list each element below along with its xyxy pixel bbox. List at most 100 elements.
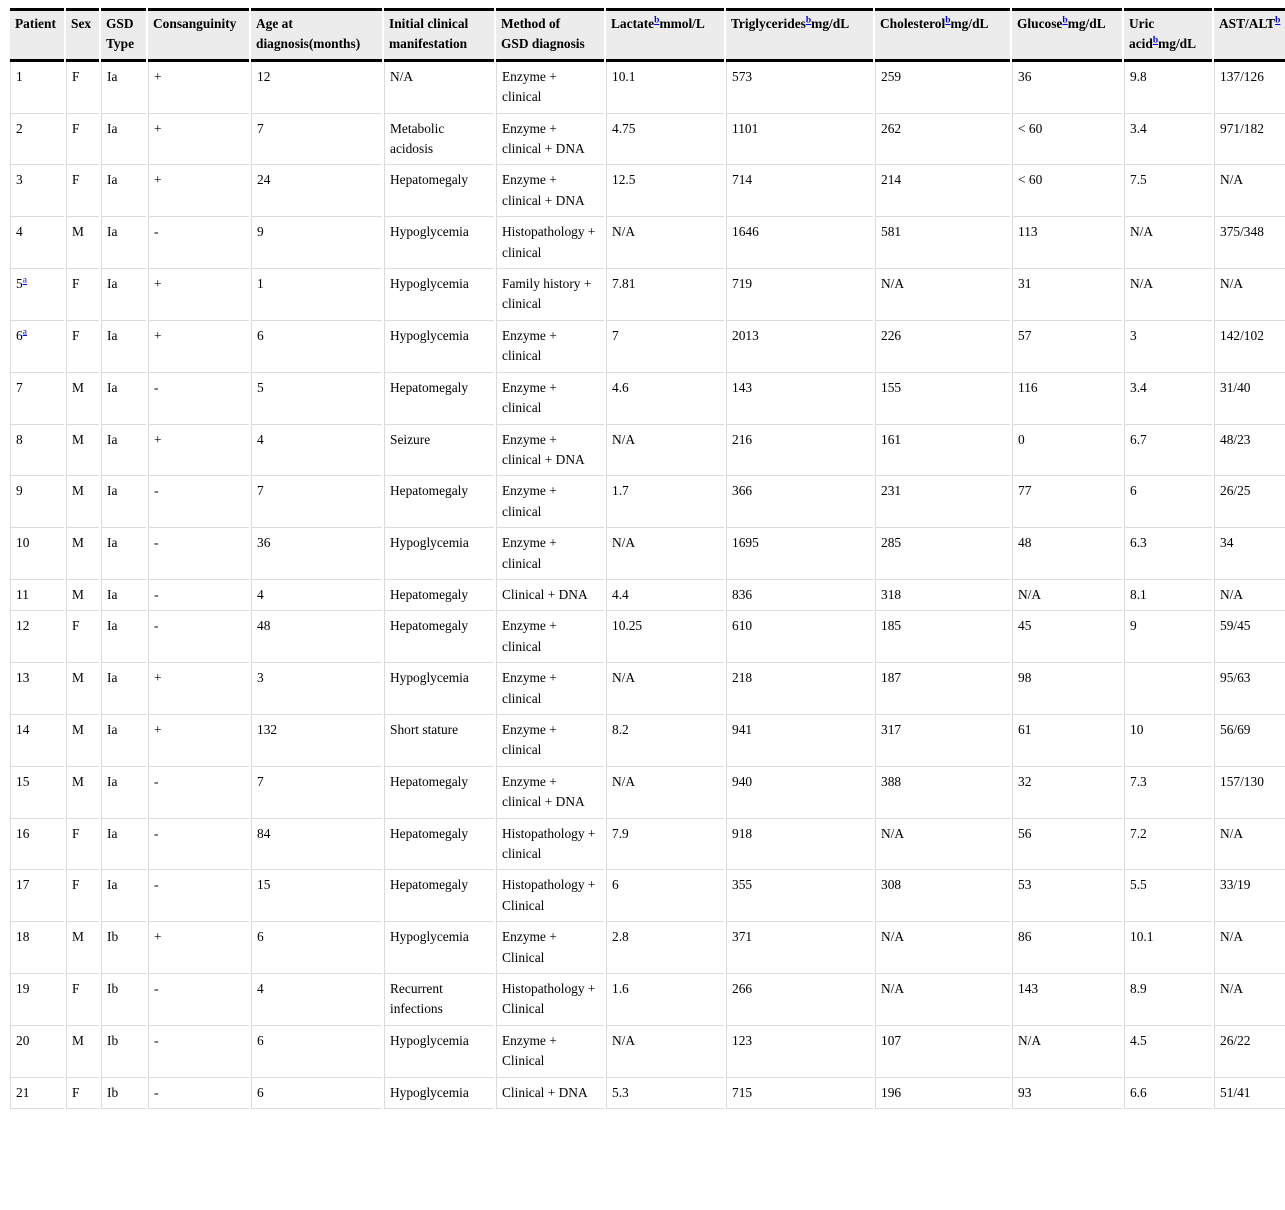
table-cell: N/A [384, 61, 494, 114]
table-cell: N/A [875, 922, 1010, 975]
footnote-link-a[interactable]: a [22, 327, 27, 338]
footnote-link-b[interactable]: b [1275, 15, 1281, 26]
table-cell: Enzyme + clinical [496, 663, 604, 715]
table-cell: 143 [1012, 974, 1122, 1026]
table-row: 18 M Ib +6 Hypoglycemia Enzyme + Clinical 2.8 3… [10, 922, 1285, 975]
table-cell: N/A [1214, 922, 1285, 975]
table-cell: Hypoglycemia [384, 528, 494, 580]
table-cell: 36 [251, 528, 382, 580]
table-cell: 157/130 [1214, 766, 1285, 819]
table-cell: 3 [251, 663, 382, 715]
table-cell: 95/63 [1214, 663, 1285, 715]
table-cell: N/A [606, 766, 724, 819]
table-cell: Hepatomegaly [384, 476, 494, 529]
table-cell: 2013 [726, 320, 873, 373]
table-row: 12 F Ia -48 Hepatomegaly Enzyme + clinical 10.… [10, 611, 1285, 664]
table-cell: 56 [1012, 818, 1122, 871]
patient-id-cell: 19 [10, 974, 64, 1026]
header-text: diagnosis(months) [256, 36, 361, 52]
table-cell: 155 [875, 372, 1010, 425]
table-cell: 98 [1012, 663, 1122, 715]
footnote-link-a[interactable]: a [22, 275, 27, 286]
table-cell: 10.25 [606, 611, 724, 664]
table-cell: 266 [726, 974, 873, 1026]
table-cell: 6 [606, 870, 724, 923]
table-cell: 4.6 [606, 372, 724, 425]
table-cell: 2.8 [606, 922, 724, 975]
table-cell: 7.9 [606, 818, 724, 871]
table-cell: - [148, 766, 249, 819]
patient-number: 12 [16, 618, 30, 634]
header-text: Sex [71, 16, 92, 31]
footnote-link-b[interactable]: b [805, 15, 812, 26]
table-cell: N/A [1012, 1025, 1122, 1078]
table-cell: Ia [101, 217, 146, 270]
table-cell: F [66, 870, 99, 923]
table-cell: - [148, 476, 249, 529]
table-cell: Ib [101, 1025, 146, 1078]
patient-number: 1 [16, 68, 23, 84]
table-cell: 214 [875, 165, 1010, 218]
column-header: Uric acidbmg/dL [1124, 8, 1212, 62]
table-row: 7 M Ia -5 Hepatomegaly Enzyme + clinical 4.6 14… [10, 372, 1285, 425]
table-cell: Enzyme + clinical [496, 61, 604, 114]
footnote-link-b[interactable]: b [945, 15, 951, 26]
table-cell: 7 [251, 766, 382, 819]
table-cell: 12.5 [606, 165, 724, 218]
column-header: Sex [66, 8, 99, 62]
patient-id-cell: 12 [10, 611, 64, 664]
table-cell: 5 [251, 372, 382, 425]
table-cell: 143 [726, 372, 873, 425]
table-cell: 581 [875, 217, 1010, 270]
table-cell: 6 [251, 1025, 382, 1078]
patient-number: 15 [16, 773, 30, 789]
table-cell: 48 [251, 611, 382, 664]
footnote-link-b[interactable]: b [654, 15, 660, 26]
header-text: Uric [1129, 16, 1155, 31]
table-cell: M [66, 217, 99, 270]
table-cell: 4 [251, 579, 382, 612]
header-text: Type [106, 36, 135, 52]
patient-id-cell: 9 [10, 476, 64, 529]
table-cell: Enzyme + clinical [496, 714, 604, 767]
table-cell: Enzyme + clinical + DNA [496, 165, 604, 218]
table-cell: 161 [875, 424, 1010, 477]
table-cell: 216 [726, 424, 873, 477]
table-cell: F [66, 818, 99, 871]
table-cell: 941 [726, 714, 873, 767]
table-cell: - [148, 1025, 249, 1078]
table-cell: Family history + clinical [496, 269, 604, 321]
footnote-link-b[interactable]: b [1152, 35, 1159, 46]
table-cell: 8.2 [606, 714, 724, 767]
table-cell: + [148, 61, 249, 114]
table-cell: Hepatomegaly [384, 579, 494, 612]
patient-id-cell: 10 [10, 528, 64, 580]
table-cell: 918 [726, 818, 873, 871]
table-cell: Hypoglycemia [384, 269, 494, 321]
table-cell: Recurrent infections [384, 974, 494, 1026]
table-cell: 24 [251, 165, 382, 218]
table-cell: N/A [606, 663, 724, 715]
table-row: 2 F Ia +7 Metabolic acidosis Enzyme + clinica… [10, 113, 1285, 166]
patient-number: 10 [16, 535, 30, 551]
table-cell: 940 [726, 766, 873, 819]
table-cell: F [66, 974, 99, 1026]
patient-number: 4 [16, 224, 23, 240]
column-header: Glucosebmg/dL [1012, 8, 1122, 62]
table-cell: F [66, 1077, 99, 1110]
header-text: Method of [501, 16, 561, 31]
table-cell: 1.7 [606, 476, 724, 529]
table-cell: 714 [726, 165, 873, 218]
table-cell: Ia [101, 476, 146, 529]
table-cell: N/A [1124, 217, 1212, 270]
table-cell: Ia [101, 663, 146, 715]
table-cell: 218 [726, 663, 873, 715]
table-cell: 226 [875, 320, 1010, 373]
table-cell: Histopathology + Clinical [496, 974, 604, 1026]
table-cell: M [66, 1025, 99, 1078]
table-cell: 31/40 [1214, 372, 1285, 425]
table-row: 21 F Ib -6 Hypoglycemia Clinical + DNA 5.3 715 1… [10, 1077, 1285, 1110]
footnote-link-b[interactable]: b [1062, 15, 1068, 26]
table-cell: Ia [101, 424, 146, 477]
table-cell: 355 [726, 870, 873, 923]
